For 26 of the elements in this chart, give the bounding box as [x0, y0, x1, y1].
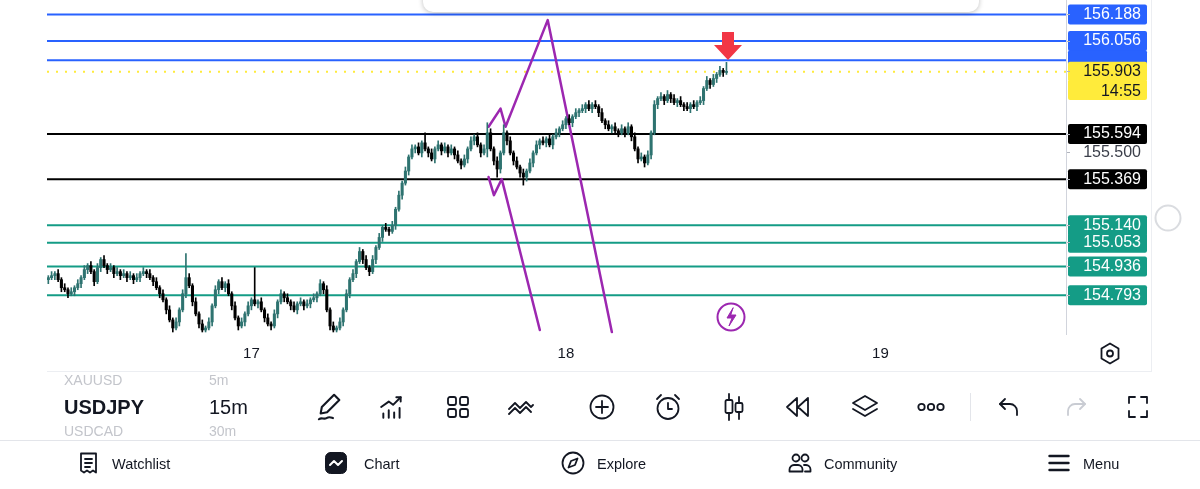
text: Menu [1083, 456, 1120, 472]
y-tick-label: 156.188 [1083, 4, 1142, 22]
y-tick-label: 156.056 [1083, 31, 1142, 49]
y-tick-label: 155.369 [1083, 169, 1142, 187]
text: Community [824, 456, 898, 472]
text: USDJPY [64, 396, 145, 418]
x-tick-label: 19 [872, 344, 889, 362]
text: Explore [597, 456, 647, 472]
y-tick-label: 155.053 [1083, 233, 1142, 251]
y-tick-label: 155.500 [1083, 143, 1142, 161]
text: Watchlist [112, 456, 171, 472]
text: USDCAD [64, 423, 124, 439]
x-tick-label: 17 [243, 344, 260, 362]
y-tick-label: 155.903 [1083, 62, 1142, 80]
text: 5m [209, 372, 229, 388]
text: 15m [209, 396, 248, 418]
y-tick-label: 154.936 [1083, 256, 1142, 274]
candlestick [47, 275, 50, 285]
x-tick-label: 18 [557, 344, 575, 362]
y-tick-label: 155.140 [1083, 215, 1142, 233]
text: 30m [209, 423, 237, 439]
label-box: 14:55 [1068, 81, 1147, 100]
text: XAUUSD [64, 372, 123, 388]
y-tick-label: 155.594 [1083, 124, 1142, 142]
text: Chart [364, 456, 400, 472]
y-tick-label: 154.793 [1083, 285, 1142, 303]
